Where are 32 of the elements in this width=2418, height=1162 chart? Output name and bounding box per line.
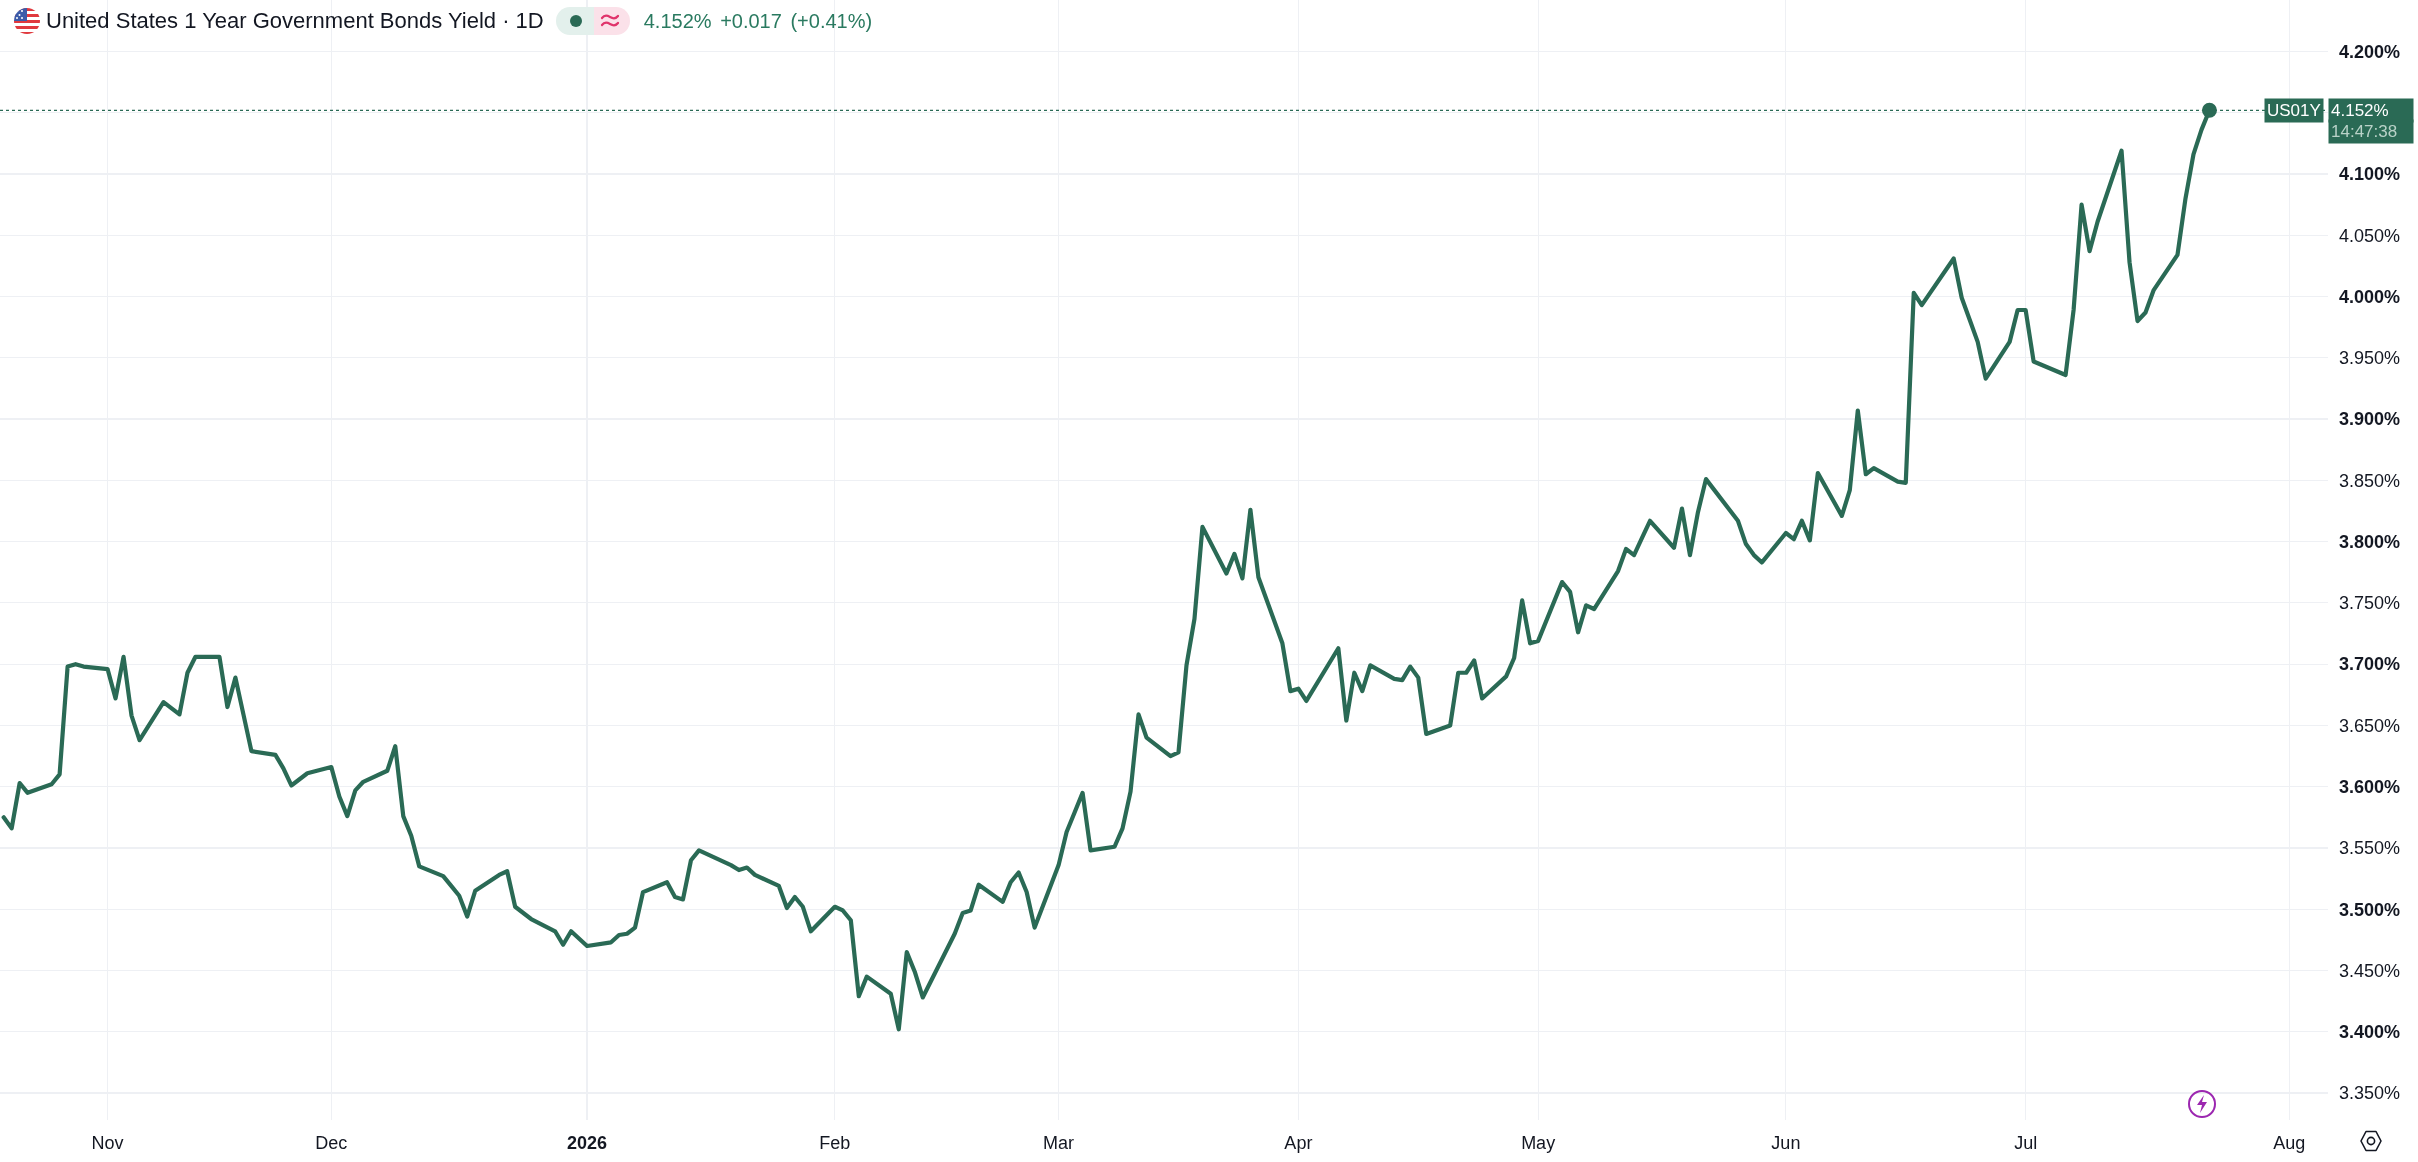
text: US01Y <box>2267 101 2321 120</box>
ref-line-label: 4.152% <box>2331 101 2389 120</box>
x-tick-label: 2026 <box>567 1133 608 1153</box>
x-tick-label: Apr <box>1284 1133 1313 1153</box>
y-tick-label: 3.450% <box>2339 960 2401 981</box>
x-tick-label: Jul <box>2014 1133 2038 1153</box>
y-tick-label: 3.750% <box>2339 593 2401 614</box>
y-tick-label: 3.350% <box>2339 1083 2401 1104</box>
y-tick-label: 3.650% <box>2339 715 2401 736</box>
y-tick-label: 3.600% <box>2339 777 2401 797</box>
y-tick-label: 3.500% <box>2339 899 2401 920</box>
y-tick-label: 3.800% <box>2339 531 2401 552</box>
y-tick-label: 3.700% <box>2339 654 2401 675</box>
chart-title: United States 1 Year Government Bonds Yield · 1D <box>46 8 544 34</box>
x-tick-label: Jun <box>1771 1133 1801 1153</box>
text: 14:47:38 <box>2331 122 2398 141</box>
x-tick-label: Feb <box>819 1133 851 1153</box>
text: 4.152% +0.017 (+0.41%) <box>643 9 873 33</box>
y-tick-label: 3.950% <box>2339 348 2401 369</box>
y-tick-label: 4.050% <box>2339 225 2401 246</box>
x-tick-label: Nov <box>91 1133 124 1153</box>
y-tick-label: 4.100% <box>2339 164 2401 185</box>
y-tick-label: 3.550% <box>2339 838 2401 859</box>
y-tick-label: 3.400% <box>2339 1022 2401 1043</box>
x-tick-label: May <box>1521 1133 1556 1153</box>
y-tick-label: 4.000% <box>2339 286 2401 307</box>
x-tick-label: Aug <box>2273 1133 2306 1153</box>
x-tick-label: Dec <box>315 1133 348 1153</box>
y-tick-label: 3.850% <box>2339 470 2401 491</box>
x-tick-label: Mar <box>1043 1133 1075 1153</box>
y-tick-label: 4.200% <box>2339 41 2401 62</box>
y-tick-label: 3.900% <box>2339 409 2401 430</box>
